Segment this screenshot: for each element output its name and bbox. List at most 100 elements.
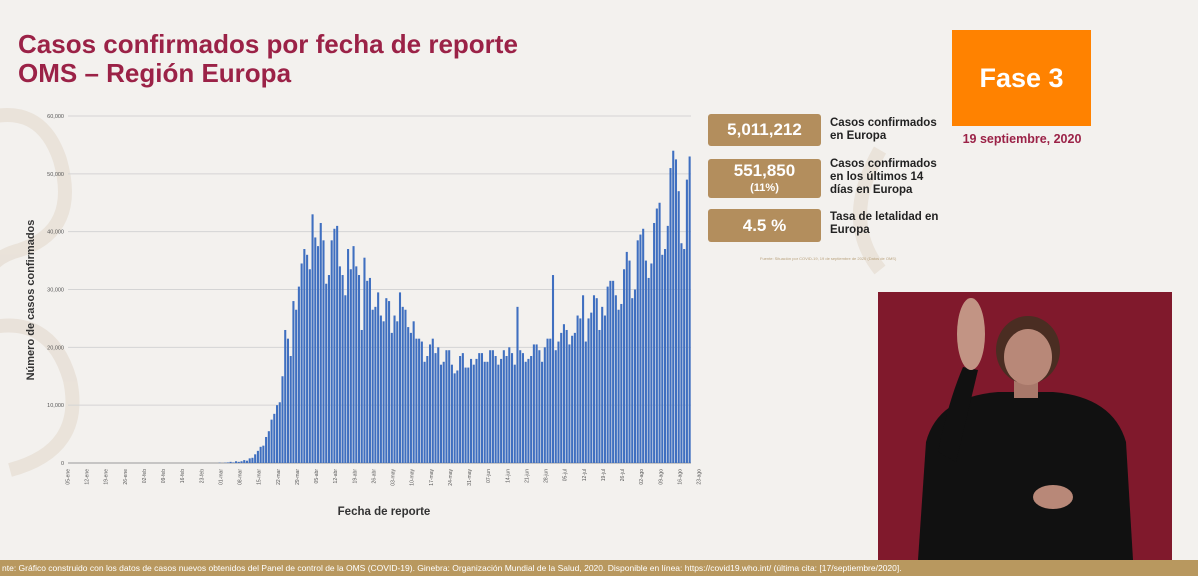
bar — [295, 309, 298, 463]
bar — [248, 458, 251, 463]
bar — [653, 222, 656, 463]
bar — [541, 361, 544, 463]
x-tick-label: 31-may — [467, 469, 473, 486]
x-tick-label: 12-ene — [84, 469, 90, 485]
bar — [379, 315, 382, 463]
bar — [259, 446, 262, 463]
bar — [390, 332, 393, 464]
stat-lethality: 4.5 % — [708, 209, 821, 242]
bar — [404, 309, 407, 463]
bar — [628, 260, 631, 463]
bar — [377, 292, 380, 463]
bar — [407, 327, 410, 463]
bar — [235, 461, 238, 463]
bar — [664, 249, 667, 463]
bar — [330, 240, 333, 463]
bar — [625, 251, 628, 463]
bar — [535, 344, 538, 463]
bar — [265, 436, 268, 463]
bar — [483, 361, 486, 463]
bar — [617, 309, 620, 463]
bar — [631, 298, 634, 463]
bar — [420, 341, 423, 463]
chart-bars — [218, 150, 691, 464]
bar — [551, 275, 555, 463]
bar — [336, 225, 339, 463]
bar — [587, 318, 590, 463]
x-tick-label: 26-ene — [123, 469, 129, 485]
x-tick-label: 05-ene — [65, 469, 71, 485]
footer-citation: nte: Gráfico construido con los datos de… — [0, 560, 1198, 576]
bar — [325, 283, 328, 463]
bar — [562, 324, 565, 463]
stat-lethality-value: 4.5 % — [742, 216, 787, 235]
y-tick-label: 60,000 — [47, 114, 64, 120]
sign-language-interpreter-video — [878, 292, 1172, 560]
x-tick-label: 19-ene — [104, 469, 110, 485]
bar — [251, 457, 254, 463]
bar — [549, 338, 552, 463]
bar — [347, 249, 350, 463]
bar — [538, 350, 541, 463]
bar — [385, 298, 388, 463]
bar — [601, 306, 604, 463]
bar — [311, 214, 314, 463]
bar — [426, 356, 429, 463]
bar — [357, 275, 361, 463]
bar — [489, 350, 492, 463]
stat-total-cases-label: Casos confirmados en Europa — [830, 117, 937, 142]
bar — [546, 338, 549, 463]
bar — [275, 405, 279, 463]
bar — [453, 373, 456, 463]
stat-recent-cases-label: Casos confirmados en los últimos 14 días… — [830, 158, 937, 196]
bar — [360, 329, 363, 463]
bar — [680, 243, 683, 463]
bar — [554, 350, 557, 463]
bar — [306, 254, 309, 463]
x-tick-label: 09-feb — [161, 469, 167, 483]
bar — [472, 364, 475, 463]
bar — [368, 277, 371, 463]
bar — [254, 454, 257, 463]
bar — [666, 225, 669, 463]
bar — [609, 280, 612, 463]
bar — [508, 347, 511, 463]
bar — [409, 332, 412, 464]
bar — [677, 191, 680, 463]
bar — [308, 269, 311, 463]
bar — [527, 358, 530, 463]
page-title: Casos confirmados por fecha de reporte O… — [18, 30, 518, 88]
bar — [437, 347, 440, 463]
y-axis-label: Número de casos confirmados — [25, 220, 37, 381]
stat-total-cases-value: 5,011,212 — [727, 120, 802, 139]
bar — [456, 370, 459, 463]
bar — [300, 263, 303, 463]
bar — [658, 202, 661, 463]
bar — [674, 159, 678, 464]
x-tick-label: 12-abr — [333, 469, 339, 484]
x-tick-label: 16-feb — [180, 469, 186, 483]
bar — [273, 413, 276, 463]
bar — [494, 356, 497, 463]
phase-date: 19 septiembre, 2020 — [962, 132, 1082, 146]
bar — [327, 275, 330, 463]
bar — [688, 156, 691, 464]
bar — [442, 361, 445, 463]
bar — [396, 321, 399, 463]
bar — [429, 344, 432, 463]
x-tick-label: 15-mar — [257, 469, 263, 485]
x-tick-label: 21-jun — [524, 469, 530, 483]
bar — [393, 315, 396, 463]
bar — [486, 361, 489, 463]
bar — [475, 358, 478, 463]
bar — [557, 341, 560, 463]
stat-total-cases: 5,011,212 — [708, 114, 821, 146]
bar — [371, 309, 374, 463]
bar — [240, 461, 243, 463]
chart-grid — [68, 115, 691, 464]
bar — [267, 431, 270, 463]
bar — [513, 364, 516, 463]
bar — [576, 315, 579, 463]
bar — [297, 286, 300, 463]
x-tick-label: 26-jul — [620, 469, 626, 481]
